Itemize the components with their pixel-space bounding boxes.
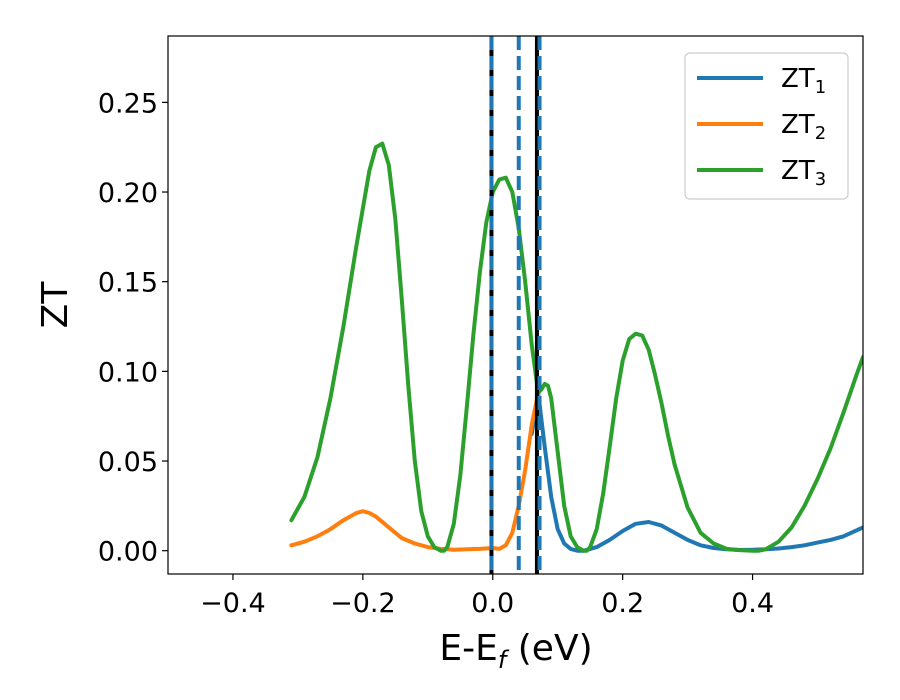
legend-label-zt3: ZT3 xyxy=(781,156,826,190)
x-tick-label: 0.2 xyxy=(601,588,644,619)
x-axis-label-main: E-E xyxy=(439,628,497,669)
y-tick-label: 0.20 xyxy=(98,178,158,209)
vline-layer xyxy=(489,36,542,574)
x-tick-label: 0.4 xyxy=(731,588,774,619)
y-axis-ticks: 0.00 0.05 0.10 0.15 0.20 0.25 xyxy=(98,88,168,568)
x-tick-label: −0.4 xyxy=(200,588,266,619)
legend-label-zt2: ZT2 xyxy=(781,110,826,144)
legend-box xyxy=(684,52,849,200)
x-axis-ticks: −0.4 −0.2 0.0 0.2 0.4 xyxy=(200,574,774,619)
y-tick-label: 0.05 xyxy=(98,447,158,478)
legend-label-zt1: ZT1 xyxy=(781,64,826,98)
plot-frame xyxy=(167,35,864,575)
series-line-zt2 xyxy=(289,390,541,552)
legend: ZT1 ZT2 ZT3 xyxy=(684,52,849,200)
x-axis-label: E-Ef (eV) xyxy=(439,628,592,674)
y-tick-label: 0.15 xyxy=(98,268,158,299)
y-tick-label: 0.10 xyxy=(98,357,158,388)
series-line-zt1 xyxy=(529,390,863,553)
y-tick-label: 0.00 xyxy=(98,537,158,568)
series-line-zt3 xyxy=(289,141,863,553)
y-tick-label: 0.25 xyxy=(98,88,158,119)
x-tick-label: −0.2 xyxy=(330,588,396,619)
x-axis-label-unit: (eV) xyxy=(506,628,592,669)
y-axis-label: ZT xyxy=(35,281,76,329)
series-layer xyxy=(289,141,863,553)
x-tick-label: 0.0 xyxy=(471,588,514,619)
